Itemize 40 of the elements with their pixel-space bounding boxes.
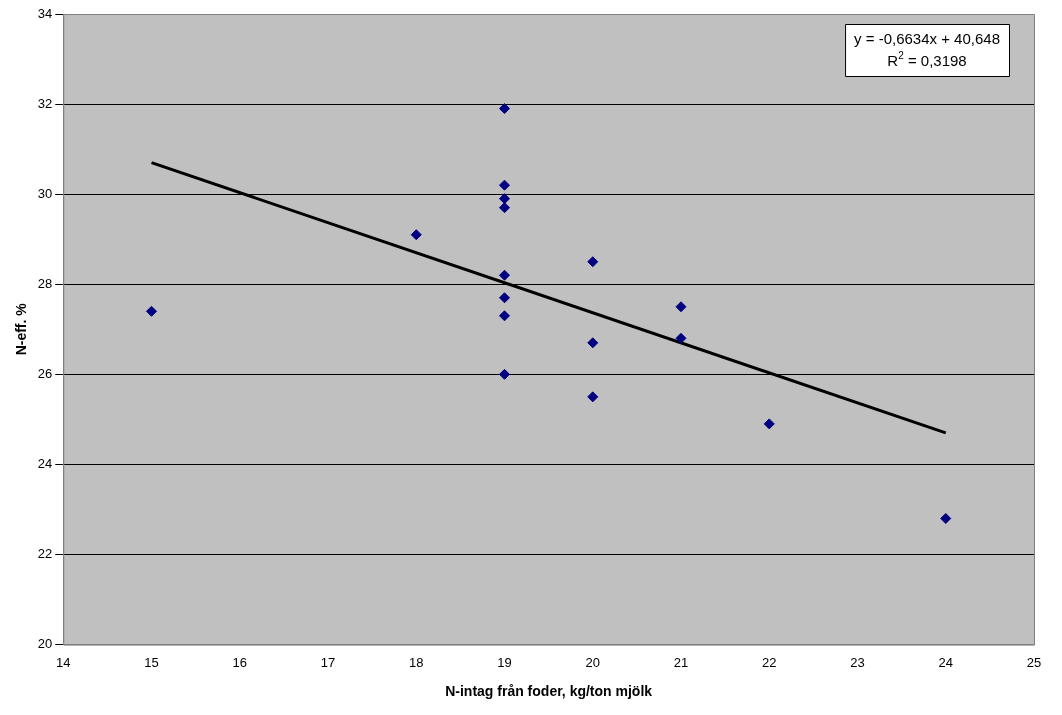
x-tick-label: 16	[232, 654, 247, 670]
point	[499, 202, 511, 214]
x-tick-label: 24	[938, 654, 953, 670]
y-tick-label: 22	[37, 546, 53, 562]
y-tick-label: 28	[37, 275, 53, 291]
x-tick-label: 22	[762, 654, 777, 670]
point	[587, 337, 599, 349]
point	[499, 368, 511, 380]
y-tick-label: 32	[37, 95, 53, 111]
x-axis-title: N-intag från foder, kg/ton mjölk	[445, 683, 653, 700]
point	[146, 305, 158, 317]
point	[499, 269, 511, 281]
y-tick-label: 26	[37, 365, 53, 381]
x-tick-label: 18	[409, 654, 424, 670]
y-tick-label: 34	[37, 5, 53, 21]
x-tick-label: 14	[56, 654, 71, 670]
point	[499, 103, 511, 115]
y-tick-label: 30	[37, 185, 53, 201]
x-tick-label: 23	[850, 654, 865, 670]
point	[675, 301, 687, 313]
point	[587, 391, 599, 403]
point	[499, 193, 511, 205]
point	[499, 179, 511, 191]
x-tick-label: 25	[1026, 654, 1042, 670]
point	[587, 256, 599, 268]
point	[499, 292, 511, 304]
point	[763, 418, 775, 430]
annotation: y = -0,6634x + 40,648	[854, 30, 1001, 47]
point	[410, 229, 422, 241]
x-tick-label: 20	[585, 654, 600, 670]
y-tick-label: 24	[37, 456, 53, 472]
x-tick-label: 15	[144, 654, 159, 670]
x-tick-label: 21	[673, 654, 689, 670]
y-tick-label: 20	[37, 636, 53, 652]
point	[940, 512, 952, 524]
point	[675, 332, 687, 344]
x-tick-label: 17	[320, 654, 336, 670]
x-tick-label: 19	[497, 654, 512, 670]
y-axis-title: N-eff. %	[13, 302, 30, 356]
point	[499, 310, 511, 322]
